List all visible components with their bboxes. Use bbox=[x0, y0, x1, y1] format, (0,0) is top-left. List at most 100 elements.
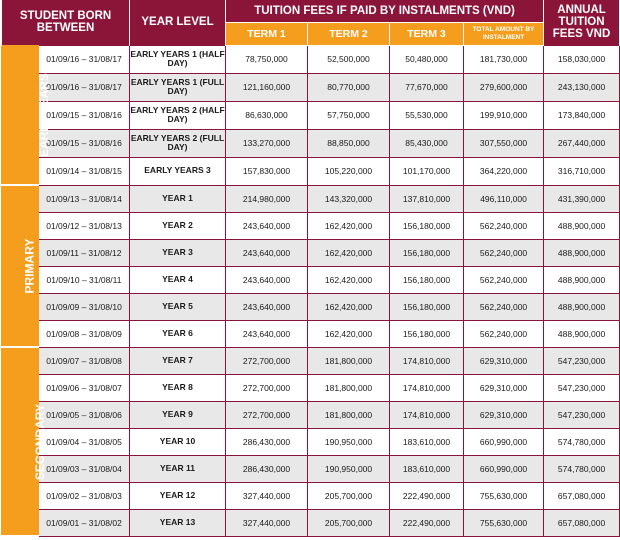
year-level-cell: YEAR 11 bbox=[129, 454, 226, 483]
term-3-cell: 77,670,000 bbox=[389, 72, 464, 102]
term-3-cell: 55,530,000 bbox=[389, 100, 464, 130]
born-range-cell: 01/09/11 – 31/08/12 bbox=[38, 238, 130, 267]
total-instalment-cell: 279,600,000 bbox=[462, 72, 545, 102]
term-3-cell: 183,610,000 bbox=[389, 454, 464, 483]
total-instalment-cell: 562,240,000 bbox=[462, 211, 545, 240]
term-2-cell: 205,700,000 bbox=[307, 508, 390, 537]
term-1-cell: 286,430,000 bbox=[225, 427, 308, 456]
annual-fee-cell: 243,130,000 bbox=[543, 72, 620, 102]
term-3-cell: 85,430,000 bbox=[389, 128, 464, 158]
annual-fee-cell: 431,390,000 bbox=[543, 184, 620, 213]
born-range-cell: 01/09/02 – 31/08/03 bbox=[38, 481, 130, 510]
annual-fee-cell: 158,030,000 bbox=[543, 44, 620, 74]
term-2-cell: 162,420,000 bbox=[307, 211, 390, 240]
term-2-cell: 143,320,000 bbox=[307, 184, 390, 213]
section-label-text: EARLY YEARS bbox=[36, 72, 51, 157]
term-1-cell: 78,750,000 bbox=[225, 44, 308, 74]
total-instalment-cell: 181,730,000 bbox=[462, 44, 545, 74]
term-1-cell: 272,700,000 bbox=[225, 346, 308, 375]
year-level-cell: YEAR 13 bbox=[129, 508, 226, 537]
header-instalments: TUITION FEES IF PAID BY INSTALMENTS (VND… bbox=[224, 0, 545, 22]
table-row: 01/09/12 – 31/08/13 YEAR 2 243,640,000 162,… bbox=[2, 211, 620, 240]
year-level-cell: YEAR 8 bbox=[129, 373, 226, 402]
term-1-cell: 133,270,000 bbox=[225, 128, 308, 158]
born-range-cell: 01/09/08 – 31/08/09 bbox=[38, 319, 130, 348]
header-student-born: STUDENT BORN BETWEEN bbox=[1, 0, 130, 45]
term-3-cell: 174,810,000 bbox=[389, 346, 464, 375]
table-row: EARLY YEARS 01/09/16 – 31/08/17 EARLY YEAR… bbox=[1, 44, 620, 186]
term-2-cell: 162,420,000 bbox=[307, 292, 390, 321]
term-2-cell: 162,420,000 bbox=[307, 238, 390, 267]
table-row: 01/09/15 – 31/08/16 EARLY YEARS 2 (HALF D… bbox=[2, 100, 620, 130]
annual-fee-cell: 574,780,000 bbox=[543, 454, 620, 483]
total-instalment-cell: 629,310,000 bbox=[462, 400, 545, 429]
born-range-cell: 01/09/16 – 31/08/17 bbox=[38, 72, 130, 102]
annual-fee-cell: 547,230,000 bbox=[543, 346, 620, 375]
table-row: 01/09/15 – 31/08/16 EARLY YEARS 2 (FULL D… bbox=[2, 128, 620, 158]
annual-fee-cell: 173,840,000 bbox=[543, 100, 620, 130]
year-level-cell: EARLY YEARS 1 (HALF DAY) bbox=[129, 44, 226, 74]
term-1-cell: 327,440,000 bbox=[225, 508, 308, 537]
header-annual-fees: ANNUAL TUITION FEES VND bbox=[543, 0, 620, 45]
term-1-cell: 243,640,000 bbox=[225, 238, 308, 267]
term-1-cell: 272,700,000 bbox=[225, 400, 308, 429]
annual-fee-cell: 547,230,000 bbox=[543, 373, 620, 402]
term-1-cell: 272,700,000 bbox=[225, 373, 308, 402]
table-row: 01/09/09 – 31/08/10 YEAR 5 243,640,000 162,… bbox=[2, 292, 620, 321]
born-range-cell: 01/09/03 – 31/08/04 bbox=[38, 454, 130, 483]
born-range-cell: 01/09/10 – 31/08/11 bbox=[38, 265, 130, 294]
term-2-cell: 88,850,000 bbox=[307, 128, 390, 158]
term-2-cell: 80,770,000 bbox=[307, 72, 390, 102]
term-2-cell: 181,800,000 bbox=[307, 400, 390, 429]
term-2-cell: 162,420,000 bbox=[307, 319, 390, 348]
term-2-cell: 205,700,000 bbox=[307, 481, 390, 510]
term-3-cell: 156,180,000 bbox=[389, 319, 464, 348]
term-2-cell: 52,500,000 bbox=[307, 44, 390, 74]
total-instalment-cell: 629,310,000 bbox=[462, 373, 545, 402]
term-1-cell: 157,830,000 bbox=[225, 156, 308, 186]
term-1-cell: 243,640,000 bbox=[225, 211, 308, 240]
annual-fee-cell: 547,230,000 bbox=[543, 400, 620, 429]
year-level-cell: YEAR 10 bbox=[129, 427, 226, 456]
table-row: 01/09/08 – 31/08/09 YEAR 6 243,640,000 162,… bbox=[2, 319, 620, 348]
total-instalment-cell: 562,240,000 bbox=[462, 292, 545, 321]
annual-fee-cell: 316,710,000 bbox=[543, 156, 620, 186]
born-range-cell: 01/09/15 – 31/08/16 bbox=[38, 100, 130, 130]
year-level-cell: YEAR 7 bbox=[129, 346, 226, 375]
year-level-cell: EARLY YEARS 3 bbox=[129, 156, 226, 186]
year-level-cell: EARLY YEARS 1 (FULL DAY) bbox=[129, 72, 226, 102]
table-row: 01/09/01 – 31/08/02 YEAR 13 327,440,000 205… bbox=[2, 508, 620, 537]
total-instalment-cell: 364,220,000 bbox=[462, 156, 545, 186]
term-1-cell: 327,440,000 bbox=[225, 481, 308, 510]
born-range-cell: 01/09/09 – 31/08/10 bbox=[38, 292, 130, 321]
section-label: SECONDARY bbox=[1, 346, 47, 537]
term-3-cell: 222,490,000 bbox=[389, 481, 464, 510]
term-3-cell: 156,180,000 bbox=[389, 265, 464, 294]
annual-fee-cell: 267,440,000 bbox=[543, 128, 620, 158]
born-range-cell: 01/09/13 – 31/08/14 bbox=[38, 184, 130, 213]
annual-fee-cell: 488,900,000 bbox=[543, 292, 620, 321]
born-range-cell: 01/09/01 – 31/08/02 bbox=[38, 508, 130, 537]
annual-fee-cell: 488,900,000 bbox=[543, 265, 620, 294]
term-2-cell: 181,800,000 bbox=[307, 373, 390, 402]
section-label-text: PRIMARY bbox=[22, 238, 37, 294]
annual-fee-cell: 657,080,000 bbox=[543, 508, 620, 537]
table-row: 01/09/16 – 31/08/17 EARLY YEARS 1 (FULL D… bbox=[2, 72, 620, 102]
table-row: 01/09/02 – 31/08/03 YEAR 12 327,440,000 205… bbox=[2, 481, 620, 510]
annual-fee-cell: 488,900,000 bbox=[543, 319, 620, 348]
born-range-cell: 01/09/05 – 31/08/06 bbox=[38, 400, 130, 429]
term-3-cell: 156,180,000 bbox=[389, 238, 464, 267]
term-1-cell: 243,640,000 bbox=[225, 292, 308, 321]
header-year-level: YEAR LEVEL bbox=[129, 0, 226, 45]
total-instalment-cell: 496,110,000 bbox=[462, 184, 545, 213]
table-body: EARLY YEARS 01/09/16 – 31/08/17 EARLY YEAR… bbox=[1, 44, 620, 537]
term-1-cell: 214,980,000 bbox=[225, 184, 308, 213]
total-instalment-cell: 660,990,000 bbox=[462, 427, 545, 456]
table-row: SECONDARY 01/09/07 – 31/08/08 YEAR 7 272,70… bbox=[1, 346, 620, 537]
term-2-cell: 190,950,000 bbox=[307, 427, 390, 456]
year-level-cell: EARLY YEARS 2 (HALF DAY) bbox=[129, 100, 226, 130]
year-level-cell: YEAR 1 bbox=[129, 184, 226, 213]
term-3-cell: 101,170,000 bbox=[389, 156, 464, 186]
born-range-cell: 01/09/14 – 31/08/15 bbox=[38, 156, 130, 186]
